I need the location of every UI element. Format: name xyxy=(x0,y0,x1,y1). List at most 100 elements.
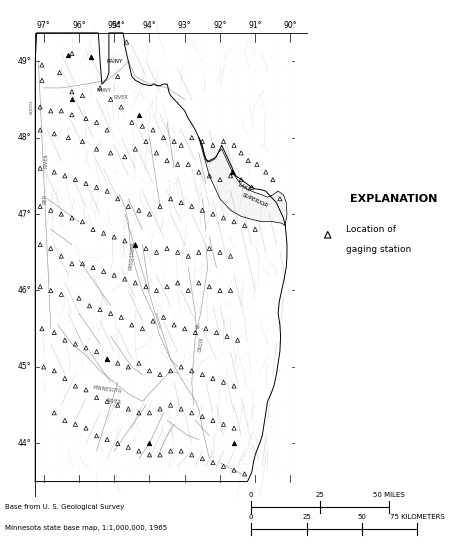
Point xyxy=(167,401,174,410)
Point xyxy=(64,133,72,142)
Point xyxy=(79,137,86,146)
Text: RIVER: RIVER xyxy=(44,153,49,168)
Point xyxy=(195,248,202,257)
Point xyxy=(209,416,217,425)
Point xyxy=(262,168,270,176)
Point xyxy=(142,137,150,146)
Text: 90°: 90° xyxy=(283,21,297,30)
Point xyxy=(36,164,44,173)
Point xyxy=(61,171,69,180)
Point xyxy=(163,156,171,165)
Point xyxy=(72,340,79,348)
Point xyxy=(227,286,234,295)
Point xyxy=(253,160,261,169)
Point xyxy=(100,267,108,276)
Point xyxy=(181,324,189,333)
Point xyxy=(237,175,245,184)
Point xyxy=(51,408,58,417)
Point xyxy=(38,61,46,69)
Point xyxy=(199,412,206,421)
Point xyxy=(114,401,121,410)
Point xyxy=(195,278,202,287)
Point xyxy=(219,462,227,471)
Point xyxy=(89,263,97,272)
Point xyxy=(216,286,224,295)
Point xyxy=(160,313,167,322)
Point xyxy=(188,133,196,142)
Point xyxy=(68,213,76,222)
Point xyxy=(125,202,132,211)
Point xyxy=(125,405,132,413)
Point xyxy=(219,137,227,146)
Point xyxy=(61,374,69,383)
Point xyxy=(230,424,238,432)
Point xyxy=(128,118,136,127)
Point xyxy=(135,359,143,367)
Point xyxy=(170,321,178,329)
Point xyxy=(174,248,182,257)
Text: 25: 25 xyxy=(316,492,324,498)
Point xyxy=(36,240,44,249)
Point xyxy=(125,443,132,452)
Point xyxy=(93,347,100,356)
Point xyxy=(96,305,104,314)
Point xyxy=(219,213,227,222)
Point xyxy=(36,103,44,111)
Point xyxy=(269,175,277,184)
Point xyxy=(199,206,206,215)
Point xyxy=(174,160,182,169)
Point xyxy=(174,278,182,287)
Point xyxy=(121,275,128,283)
Point xyxy=(107,95,115,104)
Point xyxy=(93,183,100,192)
Point xyxy=(103,397,111,406)
Point xyxy=(202,324,210,333)
Point xyxy=(188,366,196,375)
Point xyxy=(156,405,164,413)
Point xyxy=(199,137,206,146)
Point xyxy=(36,282,44,291)
Point xyxy=(110,233,118,241)
Point xyxy=(132,240,139,249)
Point xyxy=(241,470,248,478)
Text: 75 KILOMETERS: 75 KILOMETERS xyxy=(390,514,445,520)
Point xyxy=(82,179,90,188)
Point xyxy=(153,286,160,295)
Point xyxy=(114,359,121,367)
Point xyxy=(82,385,90,394)
Point xyxy=(227,252,234,260)
Point xyxy=(103,435,111,444)
Point xyxy=(209,141,217,150)
Point xyxy=(114,194,121,203)
Point xyxy=(64,51,72,60)
Point xyxy=(79,91,86,100)
Point xyxy=(146,366,153,375)
Text: 95°: 95° xyxy=(108,21,121,30)
Point xyxy=(223,332,231,341)
Point xyxy=(135,447,143,455)
Point xyxy=(156,202,164,211)
Text: 0: 0 xyxy=(249,492,254,498)
Point xyxy=(146,408,153,417)
Point xyxy=(118,103,125,111)
Point xyxy=(36,202,44,211)
Point xyxy=(93,431,100,440)
Point xyxy=(142,282,150,291)
Point xyxy=(324,230,331,239)
Point xyxy=(68,87,76,96)
Point xyxy=(89,225,97,234)
Text: 93°: 93° xyxy=(178,21,191,30)
Point xyxy=(177,447,185,455)
Point xyxy=(199,370,206,379)
Point xyxy=(156,450,164,459)
Point xyxy=(245,156,252,165)
Polygon shape xyxy=(199,138,287,225)
Point xyxy=(57,252,65,260)
Point xyxy=(72,420,79,429)
Point xyxy=(188,408,196,417)
Point xyxy=(61,416,69,425)
Point xyxy=(132,240,139,249)
Point xyxy=(68,259,76,268)
Point xyxy=(219,378,227,387)
Text: RAINY: RAINY xyxy=(96,88,111,93)
